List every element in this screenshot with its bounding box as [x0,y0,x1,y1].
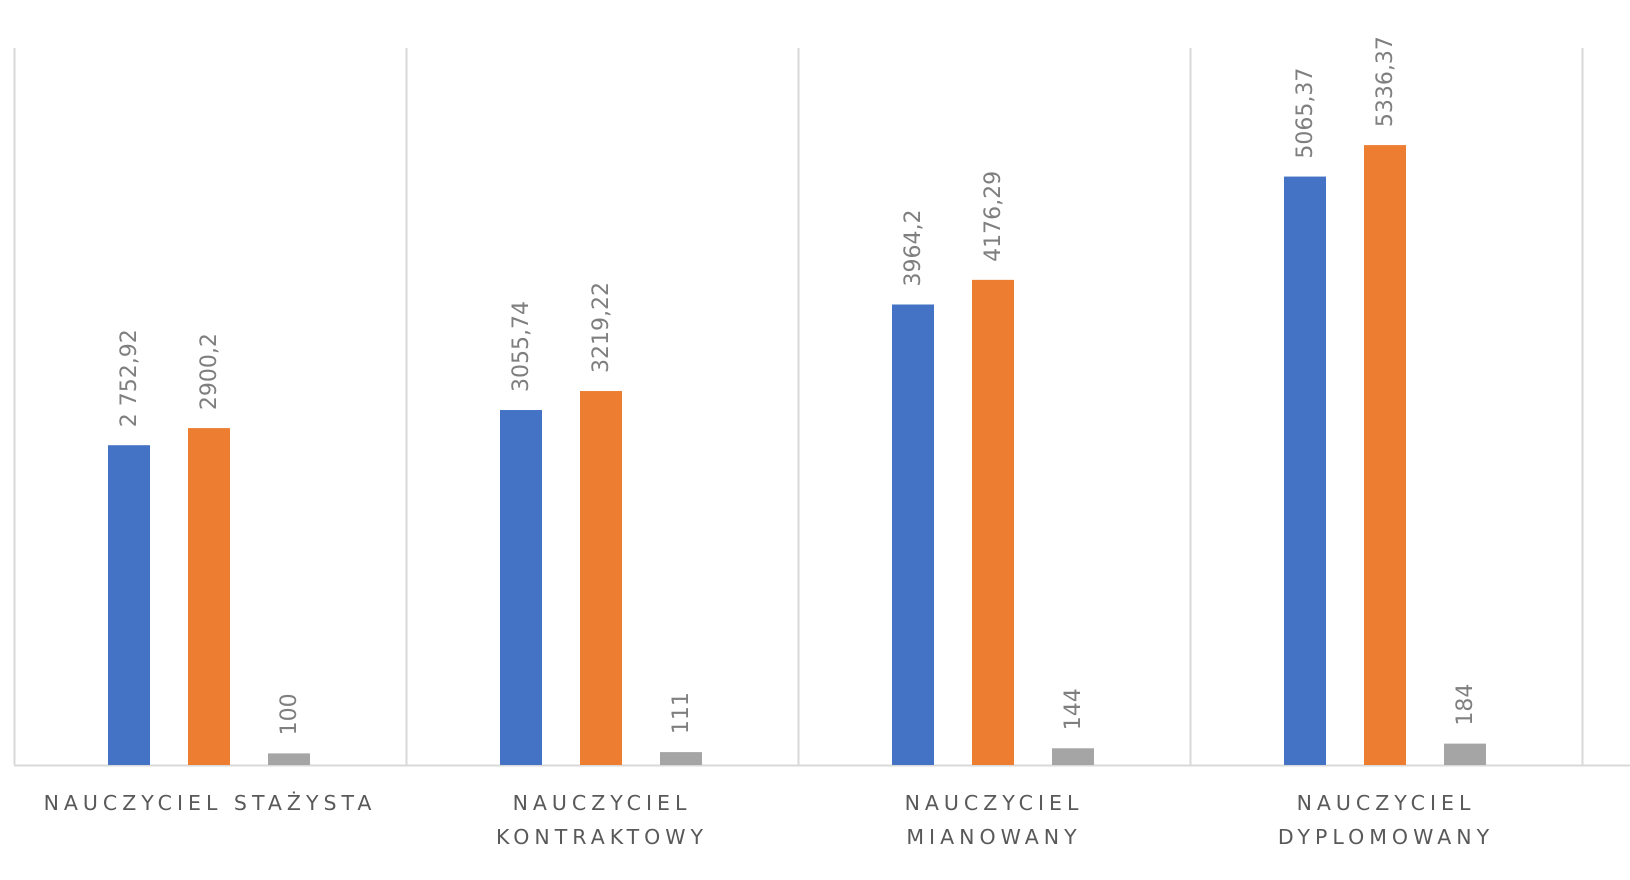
category-label: MIANOWANY [906,825,1081,849]
data-label: 2900,2 [197,333,222,410]
category-label: NAUCZYCIEL STAŻYSTA [44,790,377,815]
data-labels-layer: 2 752,92 3055,74 3964,2 5065,37 2900,2 3219,2… [117,36,1478,735]
bar [1052,748,1094,765]
category-label: NAUCZYCIEL [513,791,692,815]
grid-layer [13,48,1630,767]
data-label: 100 [277,693,302,735]
data-label: 3964,2 [901,210,926,287]
category-label: KONTRAKTOWY [496,825,708,849]
bar [580,391,622,765]
data-label: 5336,37 [1373,36,1398,127]
data-label: 184 [1453,684,1478,726]
bar [892,304,934,765]
bars-layer [108,145,1486,766]
category-label: NAUCZYCIEL [1297,791,1476,815]
data-label: 144 [1061,688,1086,730]
bar [1444,743,1486,765]
category-labels-layer: NAUCZYCIEL STAŻYSTA NAUCZYCIEL KONTRAKTOWY… [44,790,1494,849]
category-label: NAUCZYCIEL [905,791,1084,815]
bar [500,410,542,765]
data-label: 5065,37 [1293,68,1318,159]
bar [268,753,310,765]
bar [188,428,230,765]
bar [660,752,702,765]
category-label: DYPLOMOWANY [1278,825,1494,849]
data-label: 4176,29 [981,171,1006,262]
data-label: 3219,22 [589,282,614,373]
data-label: 111 [669,692,694,734]
bar [1364,145,1406,766]
data-label: 3055,74 [509,301,534,392]
bar [972,279,1014,765]
data-label: 2 752,92 [117,329,142,427]
bar [108,445,150,765]
bar [1284,176,1326,765]
